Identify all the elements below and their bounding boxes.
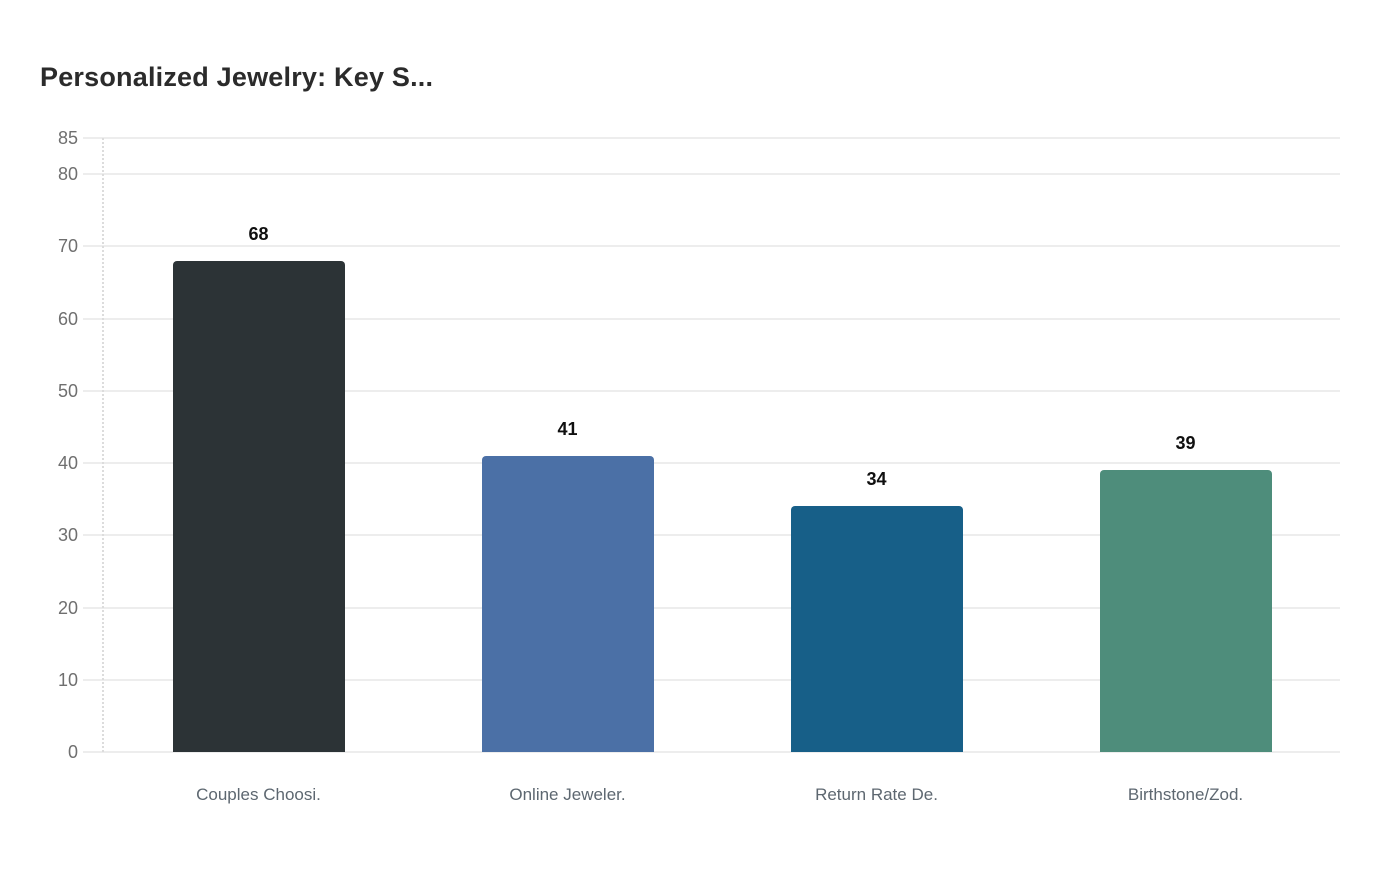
chart-bar[interactable]	[481, 455, 654, 752]
y-axis-tick-label: 30	[57, 525, 78, 546]
y-axis-tick-label: 50	[57, 380, 78, 401]
gridline	[83, 173, 1340, 176]
y-axis-line	[102, 138, 104, 752]
y-axis-tick-label: 80	[57, 164, 78, 185]
bar-value-label: 39	[1175, 433, 1196, 454]
y-axis-tick-label: 60	[57, 308, 78, 329]
gridline	[83, 389, 1340, 392]
gridline	[83, 137, 1340, 139]
y-axis-tick-label: 40	[57, 453, 78, 474]
bar-value-label: 68	[248, 223, 269, 244]
gridline	[83, 751, 1340, 753]
bar-value-label: 41	[557, 418, 578, 439]
y-axis-tick-label: 70	[57, 236, 78, 257]
gridline	[83, 606, 1340, 609]
chart-bar[interactable]	[790, 506, 963, 752]
y-axis-tick-label: 20	[57, 597, 78, 618]
y-axis-tick-label: 85	[57, 128, 78, 148]
chart-bar[interactable]	[1099, 470, 1272, 752]
gridline	[83, 462, 1340, 465]
y-axis-tick-label: 0	[67, 742, 78, 762]
x-axis-category-label: Online Jeweler.	[509, 785, 626, 804]
gridline	[83, 245, 1340, 248]
gridline	[83, 317, 1340, 320]
gridline	[83, 534, 1340, 537]
chart-bar[interactable]	[172, 260, 345, 752]
y-axis-tick-label: 10	[57, 669, 78, 690]
gridline	[83, 678, 1340, 681]
x-axis-category-label: Birthstone/Zod.	[1127, 785, 1244, 804]
x-axis-category-label: Return Rate De.	[815, 785, 938, 804]
x-axis-category-label: Couples Choosi.	[196, 785, 321, 804]
chart-title: Personalized Jewelry: Key S...	[40, 62, 434, 92]
bar-value-label: 34	[866, 469, 887, 490]
